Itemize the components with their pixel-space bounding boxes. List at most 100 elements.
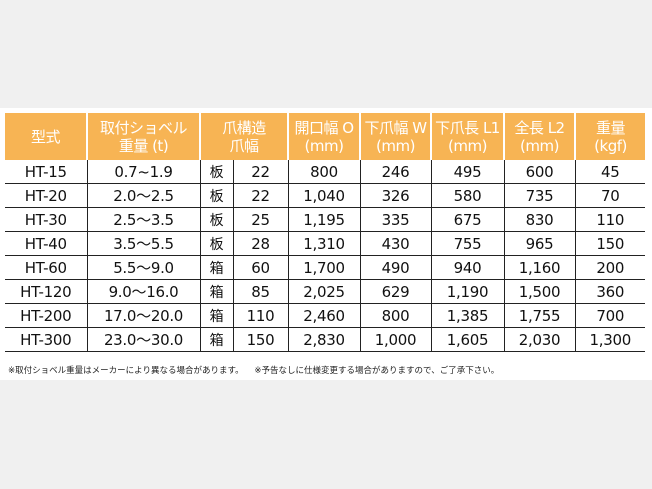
header-text: 下爪長 L1 (435, 118, 500, 137)
table-cell: 2,830 (287, 327, 361, 352)
table-cell: 1,605 (430, 327, 505, 352)
table-cell: 495 (430, 160, 505, 184)
table-cell: 1,500 (503, 279, 576, 304)
table-cell: 246 (359, 160, 432, 184)
table-cell: 1,040 (287, 183, 361, 208)
table-cell: 755 (430, 231, 505, 256)
table-cell: 600 (503, 160, 576, 184)
table-cell: 2.5～3.5 (86, 207, 200, 232)
table-cell: 17.0～20.0 (86, 303, 200, 328)
header-text: 爪幅 (229, 136, 260, 155)
header-text: (mm) (520, 136, 559, 155)
table-cell: 335 (359, 207, 432, 232)
table-row: HT-40 3.5～5.5 板 28 1,310 430 755 965 150 (5, 231, 646, 256)
table-cell: 360 (574, 279, 646, 304)
table-cell: 板 (199, 160, 233, 184)
table-cell: 2,030 (503, 327, 576, 352)
column-header: 重量 (kgf) (574, 113, 646, 160)
table-cell: 580 (430, 183, 505, 208)
table-cell: 965 (503, 231, 576, 256)
table-cell: 150 (232, 327, 289, 352)
table-row: HT-15 0.7~1.9 板 22 800 246 495 600 45 (5, 160, 646, 184)
table-cell: 22 (232, 183, 289, 208)
header-text: 重量 (t) (118, 136, 169, 155)
table-cell: 板 (199, 231, 233, 256)
table-cell: HT-60 (5, 255, 87, 280)
table-row: HT-60 5.5～9.0 箱 60 1,700 490 940 1,160 200 (5, 255, 646, 280)
header-text: (mm) (304, 136, 344, 155)
table-cell: 1,190 (430, 279, 505, 304)
column-header: 全長 L2 (mm) (503, 113, 576, 160)
table-cell: 45 (574, 160, 646, 184)
table-cell: HT-20 (5, 183, 87, 208)
table-cell: 5.5～9.0 (86, 255, 200, 280)
table-cell: HT-15 (5, 160, 87, 184)
header-text: (kgf) (594, 136, 627, 155)
table-cell: 110 (574, 207, 646, 232)
header-text: 取付ショベル (99, 118, 188, 137)
table-cell: 830 (503, 207, 576, 232)
table-cell: 200 (574, 255, 646, 280)
column-header: 下爪長 L1 (mm) (430, 113, 505, 160)
table-cell: HT-40 (5, 231, 87, 256)
table-cell: 3.5～5.5 (86, 231, 200, 256)
table-cell: 箱 (199, 255, 233, 280)
table-row: HT-300 23.0～30.0 箱 150 2,830 1,000 1,605 2,030 1… (5, 327, 646, 352)
table-cell: HT-200 (5, 303, 87, 328)
table-row: HT-30 2.5～3.5 板 25 1,195 335 675 830 110 (5, 207, 646, 232)
table-cell: 150 (574, 231, 646, 256)
header-text: 全長 L2 (514, 118, 565, 137)
header-text: (mm) (376, 136, 415, 155)
table-cell: 675 (430, 207, 505, 232)
table-cell: 700 (574, 303, 646, 328)
column-header: 開口幅 O (mm) (287, 113, 361, 160)
table-cell: 1,700 (287, 255, 361, 280)
table-cell: 70 (574, 183, 646, 208)
table-cell: 25 (232, 207, 289, 232)
table-cell: 板 (199, 207, 233, 232)
table-cell: 60 (232, 255, 289, 280)
table-cell: HT-300 (5, 327, 87, 352)
table-cell: HT-120 (5, 279, 87, 304)
header-text: 下爪幅 W (364, 118, 427, 137)
column-header: 爪構造 爪幅 (198, 113, 289, 160)
table-row: HT-200 17.0～20.0 箱 110 2,460 800 1,385 1,755 700 (5, 303, 646, 328)
table-cell: 1,195 (287, 207, 361, 232)
table-cell: 箱 (199, 327, 233, 352)
table-cell: 1,000 (359, 327, 432, 352)
table-cell: 箱 (199, 279, 233, 304)
spec-table: 型式 取付ショベル 重量 (t) 爪構造 爪幅 開口幅 O (mm) 下爪幅 W (mm) 下爪長… (5, 113, 646, 352)
table-cell: 1,755 (503, 303, 576, 328)
table-cell: 800 (359, 303, 432, 328)
column-header: 取付ショベル 重量 (t) (86, 113, 200, 160)
table-cell: 110 (232, 303, 289, 328)
table-cell: 板 (199, 183, 233, 208)
header-text: (mm) (448, 136, 487, 155)
table-cell: 490 (359, 255, 432, 280)
table-cell: 940 (430, 255, 505, 280)
table-cell: 800 (287, 160, 361, 184)
table-cell: 735 (503, 183, 576, 208)
table-cell: 28 (232, 231, 289, 256)
table-cell: 2,025 (287, 279, 361, 304)
table-cell: 9.0～16.0 (86, 279, 200, 304)
table-cell: 0.7~1.9 (86, 160, 200, 184)
table-cell: 1,310 (287, 231, 361, 256)
table-cell: HT-30 (5, 207, 87, 232)
footnotes: ※取付ショベル重量はメーカーにより異なる場合があります。 ※予告なしに仕様変更す… (8, 364, 499, 376)
table-cell: 2,460 (287, 303, 361, 328)
note-2: ※予告なしに仕様変更する場合がありますので、ご了承下さい。 (254, 366, 500, 376)
table-cell: 1,385 (430, 303, 505, 328)
table-row: HT-120 9.0～16.0 箱 85 2,025 629 1,190 1,500 360 (5, 279, 646, 304)
table-row: HT-20 2.0～2.5 板 22 1,040 326 580 735 70 (5, 183, 646, 208)
table-cell: 85 (232, 279, 289, 304)
column-header: 型式 (5, 113, 87, 160)
header-text: 開口幅 O (294, 118, 354, 137)
note-1: ※取付ショベル重量はメーカーにより異なる場合があります。 (8, 366, 244, 376)
table-cell: 1,300 (574, 327, 646, 352)
table-cell: 箱 (199, 303, 233, 328)
table-cell: 629 (359, 279, 432, 304)
table-cell: 22 (232, 160, 289, 184)
column-header: 下爪幅 W (mm) (359, 113, 432, 160)
table-cell: 23.0～30.0 (86, 327, 200, 352)
